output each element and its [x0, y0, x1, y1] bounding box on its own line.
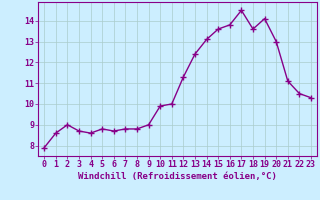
X-axis label: Windchill (Refroidissement éolien,°C): Windchill (Refroidissement éolien,°C): [78, 172, 277, 181]
